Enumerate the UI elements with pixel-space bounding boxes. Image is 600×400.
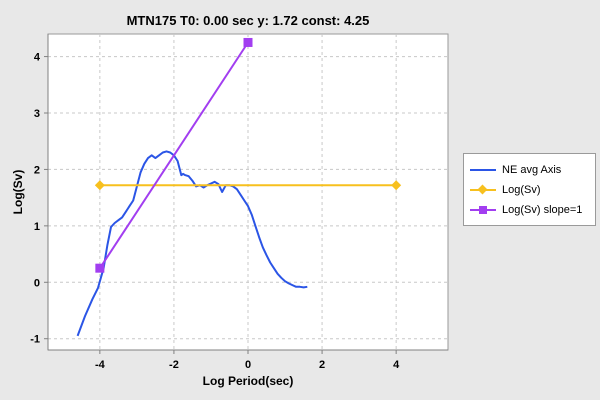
axes: -4 -2 0 2 4 -1 0 1 2 3 4 — [30, 34, 448, 371]
y-tick-label: 4 — [34, 52, 41, 64]
grid-lines — [48, 34, 448, 350]
legend-label: Log(Sv) slope=1 — [502, 204, 583, 216]
x-tick-label: 2 — [319, 359, 325, 371]
y-tick-label: -1 — [30, 334, 40, 346]
x-tick-label: -4 — [95, 359, 106, 371]
legend-label: NE avg Axis — [502, 164, 562, 176]
series-point — [243, 37, 253, 47]
y-tick-label: 0 — [34, 277, 40, 289]
x-tick-label: 4 — [393, 359, 400, 371]
legend-item-log-sv-slope: Log(Sv) slope=1 — [470, 200, 591, 220]
square-marker-icon — [479, 206, 487, 214]
y-tick-label: 1 — [34, 221, 40, 233]
legend-swatch-log-sv-slope — [470, 204, 496, 216]
x-axis-label: Log Period(sec) — [203, 374, 294, 388]
y-tick-label: 2 — [34, 164, 40, 176]
series-line-0 — [76, 150, 308, 337]
y-tick-label: 3 — [34, 108, 40, 120]
series-line-2 — [99, 41, 249, 269]
legend-swatch-log-sv — [470, 184, 496, 196]
series-point — [94, 180, 105, 191]
legend-swatch-ne-avg-axis — [470, 164, 496, 176]
legend: NE avg Axis Log(Sv) Log(Sv) slope=1 — [463, 153, 596, 226]
x-tick-label: 0 — [245, 359, 251, 371]
legend-label: Log(Sv) — [502, 184, 541, 196]
series-point — [391, 180, 402, 191]
diamond-marker-icon — [477, 184, 488, 195]
y-axis-label: Log(Sv) — [11, 170, 25, 215]
legend-item-log-sv: Log(Sv) — [470, 180, 591, 200]
legend-item-ne-avg-axis: NE avg Axis — [470, 160, 591, 180]
x-tick-label: -2 — [169, 359, 179, 371]
chart-title: MTN175 T0: 0.00 sec y: 1.72 const: 4.25 — [127, 13, 370, 28]
series-point — [95, 263, 105, 273]
series-layer — [76, 37, 402, 337]
